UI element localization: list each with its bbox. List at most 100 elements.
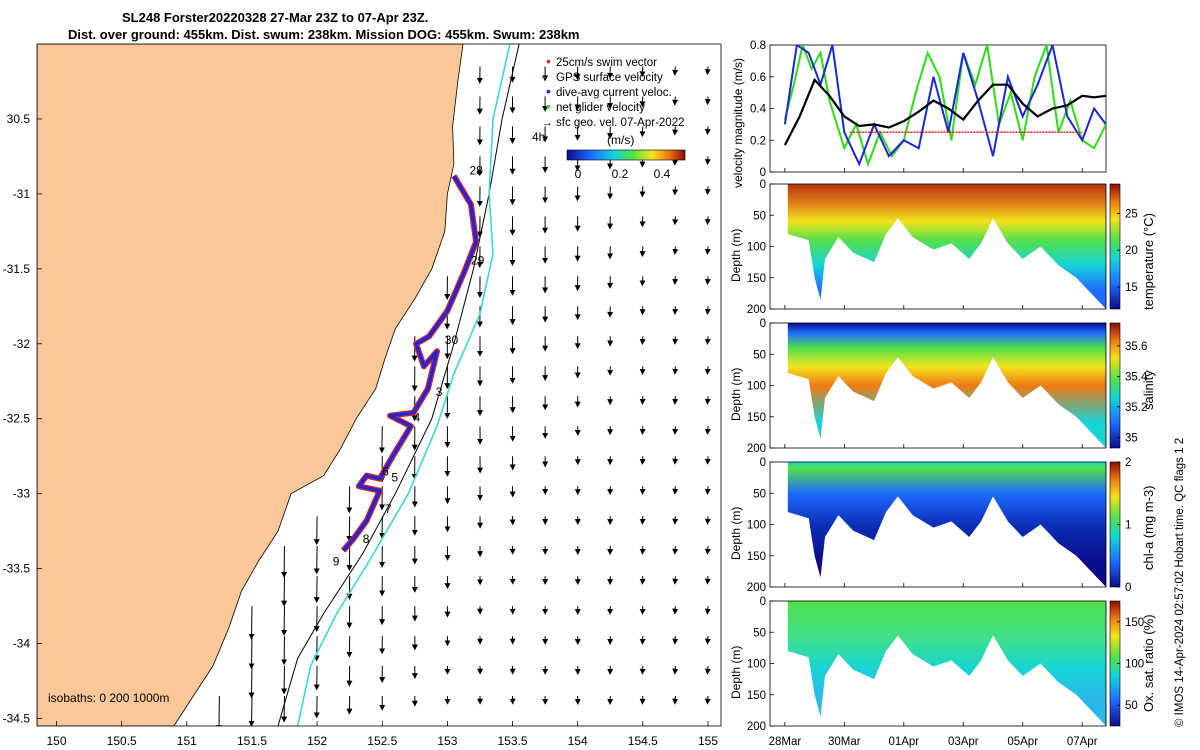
map-xtick-label: 154 xyxy=(568,734,588,748)
section-ytick-label: 200 xyxy=(747,582,766,594)
velocity-arrow xyxy=(248,636,255,670)
section-panel-temperature: 0 50 100 150 200 15 20 25 xyxy=(747,179,1138,316)
legend-label-geo: sfc geo. vel. 07-Apr-2022 xyxy=(556,117,685,129)
section-ytick-label: 0 xyxy=(760,179,766,191)
salinity-ylabel: Depth (m) xyxy=(729,367,743,421)
legend-4h-label: 4h xyxy=(532,130,545,144)
day-label: 9 xyxy=(333,555,340,569)
section-data-field xyxy=(787,601,1106,726)
colorbar-tick-label: 0 xyxy=(1125,582,1131,594)
colorbar-tick: 0.4 xyxy=(654,167,671,181)
map-xtick-label: 150 xyxy=(46,734,66,748)
section-ytick-label: 200 xyxy=(747,443,766,455)
velocity-ytick-label: 0 xyxy=(760,167,766,179)
day-label: 4 xyxy=(414,411,421,425)
colorbar-tick-label: 1 xyxy=(1125,520,1131,532)
map-xtick-label: 152 xyxy=(307,734,327,748)
velocity-arrow xyxy=(248,606,255,640)
velocity-arrow xyxy=(248,665,255,699)
oxygen-ylabel: Depth (m) xyxy=(729,645,743,699)
map-xtick-label: 153.5 xyxy=(497,734,527,748)
map-xtick-label: 153 xyxy=(437,734,457,748)
velocity-ytick-label: 0.8 xyxy=(750,40,766,52)
section-ytick-label: 0 xyxy=(760,318,766,330)
velocity-series-line xyxy=(783,45,1106,168)
map-ytick-label: -33 xyxy=(13,487,31,501)
legend-label-swim: 25cm/s swim vector xyxy=(556,57,657,69)
section-panels: 0501001502001520250501001502003535.235.4… xyxy=(747,179,1148,748)
colorbar-tick: 0 xyxy=(575,167,582,181)
colorbar-tick-label: 35.6 xyxy=(1125,341,1147,353)
day-label: 8 xyxy=(363,532,370,546)
section-ytick-label: 50 xyxy=(753,210,766,222)
section-ytick-label: 200 xyxy=(747,721,766,733)
day-label: 28 xyxy=(470,163,484,177)
map-ytick-label: -33.5 xyxy=(3,562,31,576)
velocity-series xyxy=(783,45,1106,168)
section-xtick-label: 07Apr xyxy=(1067,736,1098,748)
section-ytick-label: 100 xyxy=(747,242,766,254)
track-day-labels: 28 29 30 3 4 56 7 8 9 xyxy=(333,163,485,568)
map-ytick-label: -32 xyxy=(13,337,31,351)
velocity-arrow xyxy=(672,96,679,106)
section-xtick-label: 05Apr xyxy=(1007,736,1038,748)
map-xtick-label: 151.5 xyxy=(237,734,267,748)
map-xtick-label: 151 xyxy=(177,734,197,748)
map-ytick-label: -34.5 xyxy=(3,712,31,726)
section-ytick-label: 150 xyxy=(747,551,766,563)
section-xtick-label: 03Apr xyxy=(948,736,979,748)
map-ytick-label: 30.5 xyxy=(7,112,31,126)
colorbar-title: (m/s) xyxy=(607,133,634,147)
velocity-series-line xyxy=(783,77,1106,146)
velocity-ytick-label: 0.4 xyxy=(750,104,767,116)
surface-velocity-arrows xyxy=(216,66,711,726)
colorbar-tick-label: 100 xyxy=(1125,659,1144,671)
colorbar-tick-label: 35.4 xyxy=(1125,371,1148,383)
legend-dot-icon: • xyxy=(546,83,551,99)
colorbar-tick: 0.2 xyxy=(612,167,629,181)
isobath-200m xyxy=(296,44,511,726)
section-ytick-label: 50 xyxy=(753,627,766,639)
section-colorbar xyxy=(1109,322,1121,449)
section-data-field xyxy=(787,184,1106,309)
map-xtick-label: 154.5 xyxy=(628,734,658,748)
colorbar-tick-label: 150 xyxy=(1125,617,1144,629)
section-ytick-label: 150 xyxy=(747,273,766,285)
oxygen-cblabel: Ox. sat. ratio (%) xyxy=(1141,614,1156,712)
section-xtick-label: 28Mar xyxy=(769,736,802,748)
isobath-1000m xyxy=(277,44,520,726)
map-axis-ticks: 150 150.5 151 151.5 152 152.5 153 153.5 154 154.5… xyxy=(3,112,719,748)
day-label: 3 xyxy=(436,385,443,399)
legend-arrow-icon: → xyxy=(542,117,553,129)
legend-label-net: net glider velocity xyxy=(556,102,645,114)
velocity-arrow xyxy=(672,186,679,196)
section-data-field xyxy=(787,323,1106,448)
day-label: 6 xyxy=(382,465,389,479)
colorbar-tick-label: 35.2 xyxy=(1125,402,1147,414)
section-ytick-label: 100 xyxy=(747,659,766,671)
colorbar-tick-label: 25 xyxy=(1125,208,1138,220)
day-label: 7 xyxy=(385,502,392,516)
temperature-ylabel: Depth (m) xyxy=(729,228,743,282)
map-xtick-label: 152.5 xyxy=(367,734,397,748)
velocity-arrow xyxy=(672,126,679,136)
chla-ylabel: Depth (m) xyxy=(729,506,743,560)
map-xtick-label: 150.5 xyxy=(107,734,137,748)
section-panel-salinity: 0 50 100 150 200 35 35.2 35.4 35.6 xyxy=(747,318,1148,455)
section-ytick-label: 50 xyxy=(753,349,766,361)
imos-credit: © IMOS 14-Apr-2024 02:57:02 Hobart time.… xyxy=(1174,437,1186,727)
section-colorbar xyxy=(1109,183,1121,310)
section-xtick-label: 30Mar xyxy=(828,736,861,748)
map-ytick-label: -31 xyxy=(13,187,31,201)
colorbar-tick-label: 15 xyxy=(1125,282,1138,294)
map-xtick-label: 155 xyxy=(698,734,718,748)
section-panel-chl-a: 0 50 100 150 200 0 1 2 xyxy=(747,457,1132,594)
map-legend: • 25cm/s swim vector - GPS surface veloc… xyxy=(532,53,686,181)
colorbar-tick-label: 50 xyxy=(1125,700,1138,712)
legend-dot-icon: • xyxy=(546,53,551,69)
section-panel-oxygen: 0 50 100 150 200 50 100 150 28Mar 30Mar 01Apr 03Apr… xyxy=(747,596,1144,748)
map-ytick-label: -31.5 xyxy=(3,262,31,276)
section-ytick-label: 100 xyxy=(747,520,766,532)
section-ytick-label: 200 xyxy=(747,304,766,316)
